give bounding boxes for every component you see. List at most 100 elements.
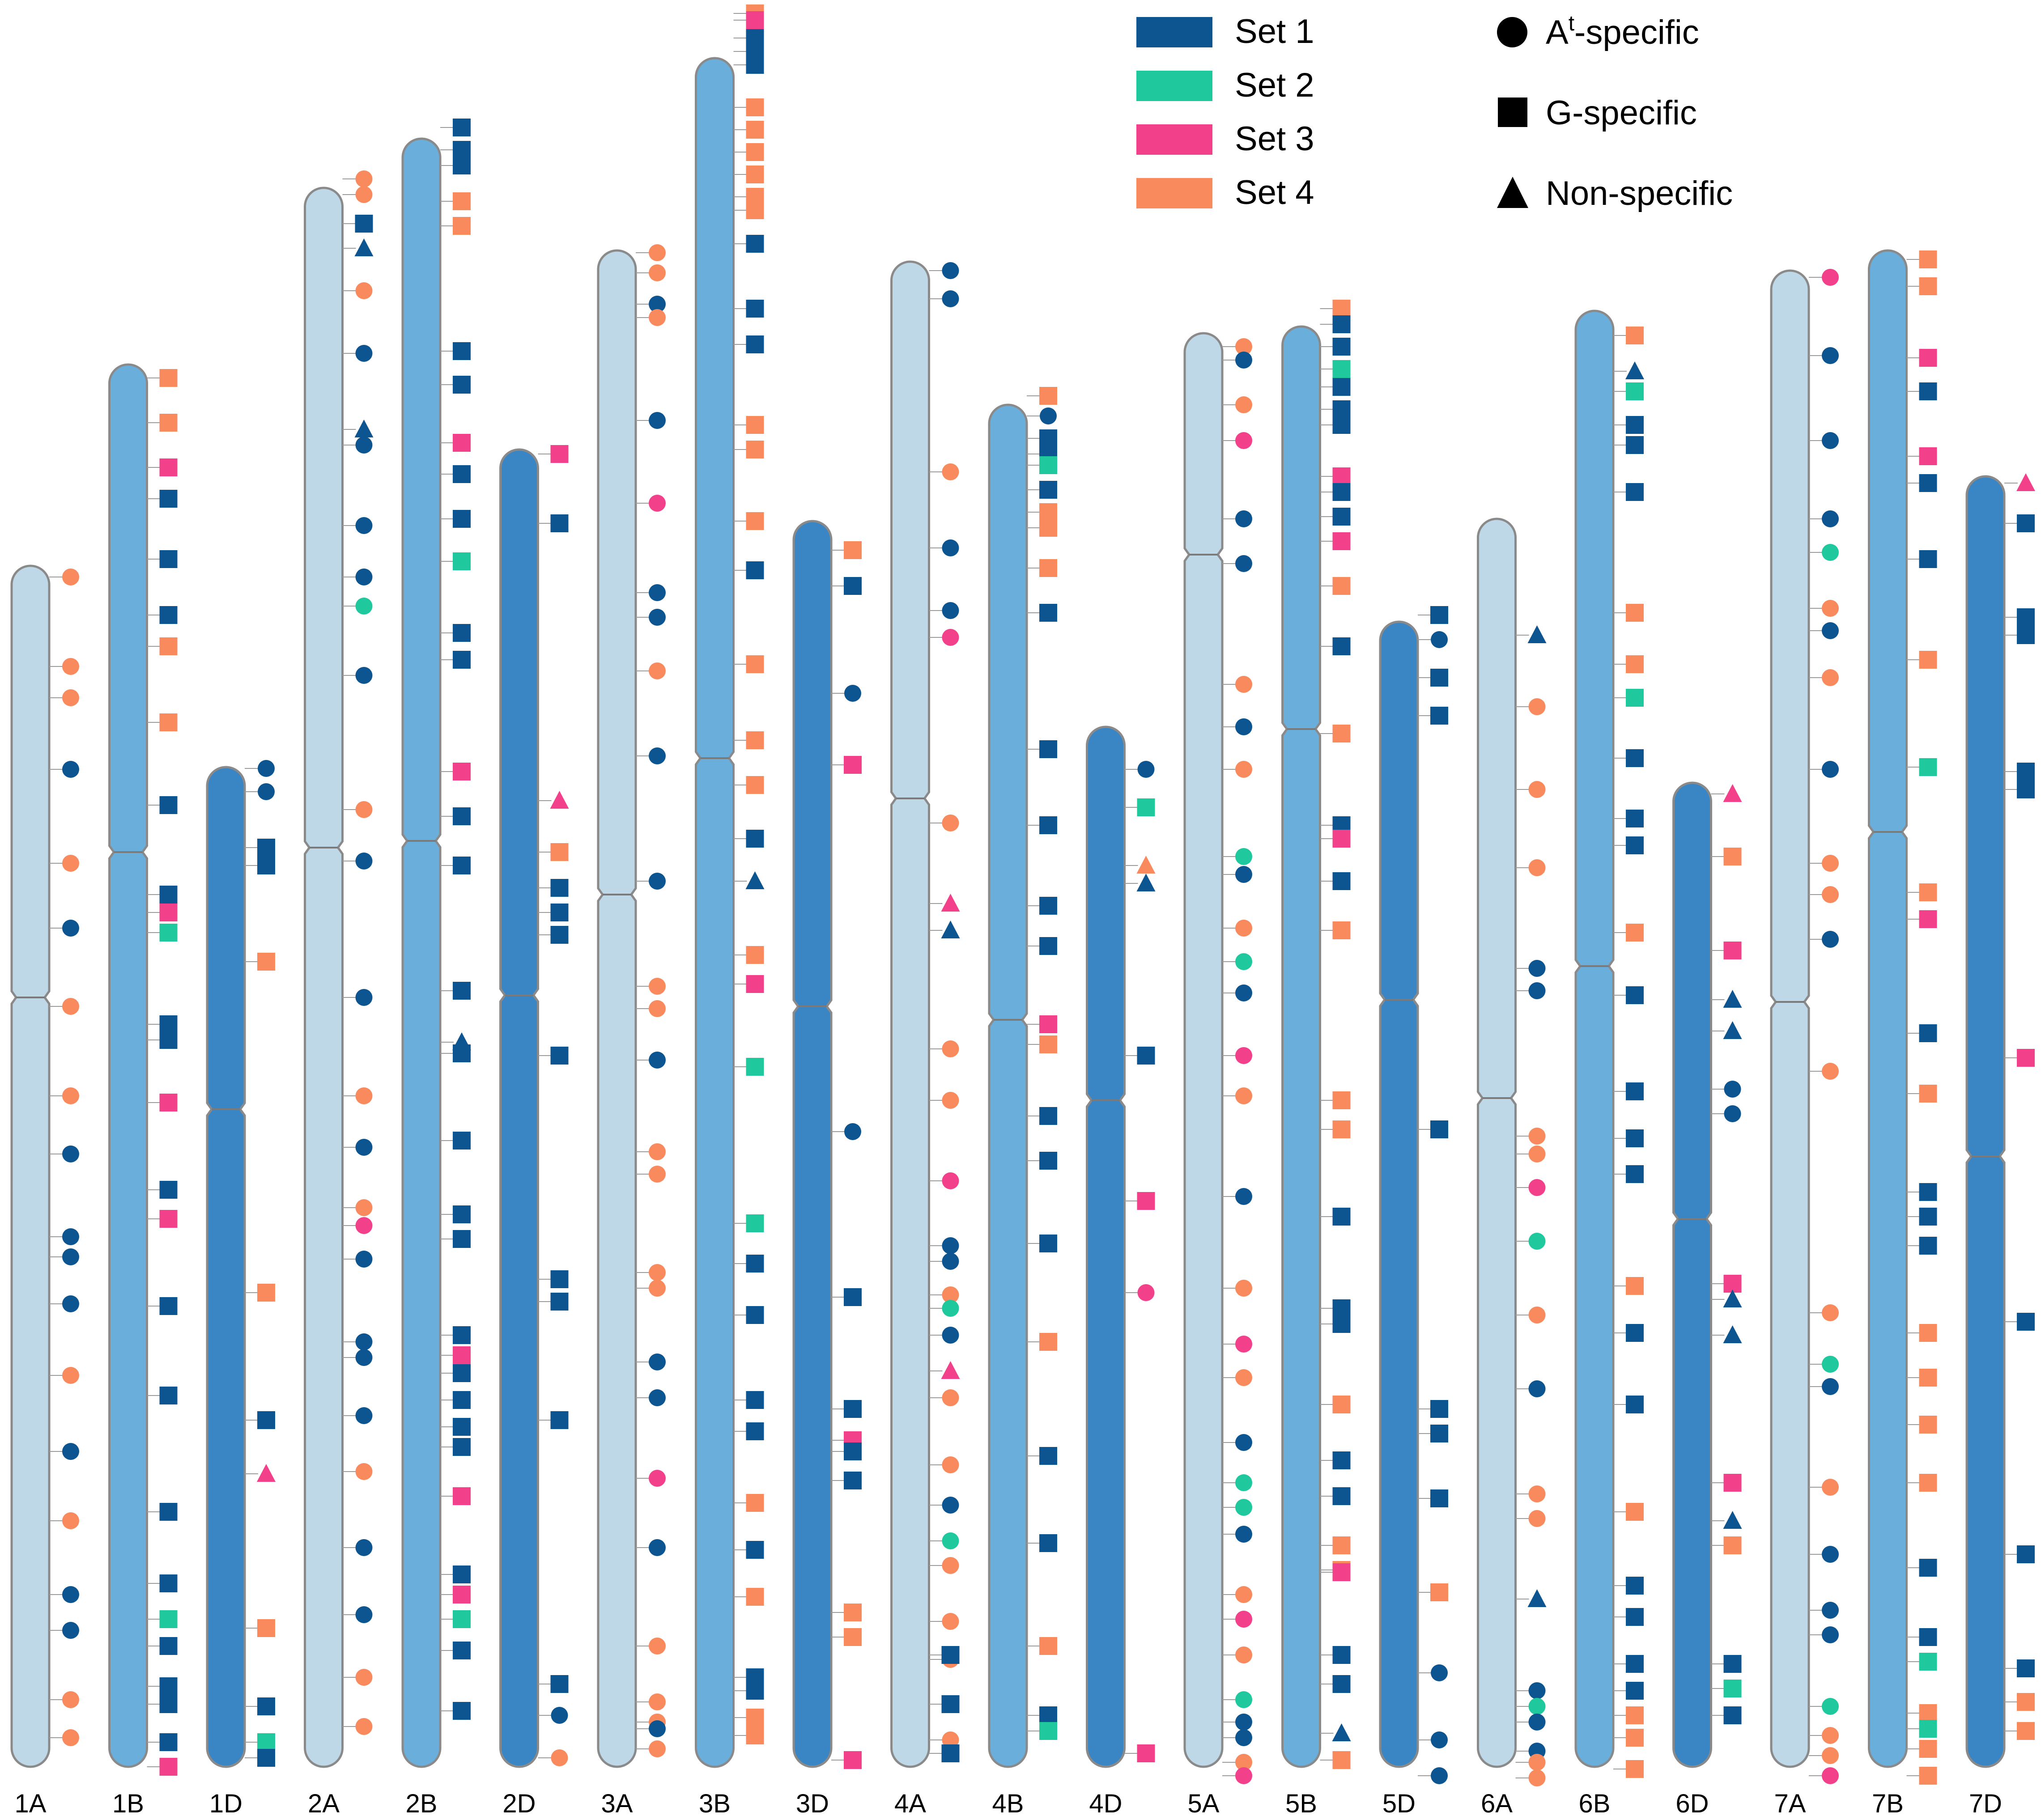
marker-square	[1626, 1706, 1644, 1724]
marker-circle	[1235, 1767, 1252, 1784]
marker-circle	[1528, 1128, 1546, 1145]
marker-square	[1332, 300, 1351, 318]
marker-circle	[62, 1228, 79, 1245]
marker-square	[159, 1677, 178, 1695]
marker-square	[1332, 315, 1351, 333]
marker-circle	[942, 1389, 959, 1406]
chromosome-body-3D	[792, 520, 833, 1768]
marker-square	[453, 1364, 471, 1382]
marker-circle	[1822, 269, 1839, 286]
marker-circle	[942, 1532, 959, 1549]
chromosome-body-1A	[10, 564, 51, 1768]
marker-circle	[1528, 960, 1546, 977]
marker-triangle	[745, 871, 765, 889]
marker-square	[453, 651, 471, 669]
marker-square	[1919, 1183, 1937, 1201]
marker-square	[2017, 1049, 2035, 1067]
marker-square	[1626, 1655, 1644, 1673]
marker-circle	[62, 1586, 79, 1603]
marker-circle	[649, 1264, 666, 1281]
marker-square	[1332, 921, 1351, 939]
marker-square	[1919, 1740, 1937, 1758]
marker-square	[746, 946, 764, 964]
marker-circle	[355, 1333, 373, 1350]
chromosome-label-5D: 5D	[1382, 1789, 1416, 1818]
marker-circle	[355, 1669, 373, 1686]
marker-square	[1626, 924, 1644, 942]
marker-circle	[1235, 555, 1252, 572]
marker-circle	[355, 1539, 373, 1556]
legend-swatch-set2	[1136, 71, 1212, 101]
marker-square	[746, 335, 764, 353]
marker-square	[1626, 382, 1644, 400]
chromosome-3D	[792, 520, 833, 1768]
marker-circle	[942, 1253, 959, 1270]
marker-triangle	[354, 420, 374, 437]
legend-label-triangle: Non-specific	[1546, 174, 1733, 212]
marker-circle	[1528, 1307, 1546, 1324]
chromosome-label-1A: 1A	[15, 1789, 47, 1818]
marker-circle	[1235, 953, 1252, 970]
marker-circle	[1235, 352, 1252, 369]
markers-3B	[733, 4, 765, 1744]
marker-square	[1039, 387, 1057, 405]
marker-circle	[1528, 1510, 1546, 1527]
marker-square	[1430, 1400, 1448, 1418]
marker-circle	[1822, 622, 1839, 639]
marker-circle	[844, 685, 861, 702]
marker-circle	[62, 1367, 79, 1384]
marker-triangle	[1136, 856, 1156, 874]
marker-square	[159, 1297, 178, 1315]
marker-square	[746, 1214, 764, 1232]
chromosome-label-2A: 2A	[308, 1789, 340, 1818]
marker-circle	[942, 1172, 959, 1189]
marker-square	[746, 731, 764, 749]
markers-1B	[147, 369, 178, 1776]
marker-square	[453, 376, 471, 394]
marker-square	[550, 1047, 569, 1065]
marker-circle	[1822, 1479, 1839, 1496]
marker-square	[1039, 816, 1057, 834]
marker-circle	[649, 264, 666, 281]
marker-square	[257, 953, 275, 971]
marker-square	[1039, 1107, 1057, 1125]
marker-circle	[355, 1718, 373, 1735]
marker-square	[746, 1709, 764, 1727]
marker-square	[453, 763, 471, 781]
marker-square	[1332, 1487, 1351, 1505]
marker-circle	[1528, 1769, 1546, 1786]
marker-square	[1723, 1680, 1742, 1697]
marker-square	[1332, 1208, 1351, 1226]
marker-square	[844, 541, 862, 559]
marker-square	[1626, 1129, 1644, 1147]
marker-square	[159, 1758, 178, 1776]
marker-square	[1626, 986, 1644, 1004]
marker-square	[550, 879, 569, 897]
marker-circle	[942, 262, 959, 279]
marker-square	[1919, 1324, 1937, 1342]
marker-circle	[942, 1456, 959, 1473]
marker-square	[159, 1610, 178, 1628]
marker-square	[1332, 1299, 1351, 1317]
chromosome-label-6B: 6B	[1579, 1789, 1611, 1818]
marker-square	[1626, 1729, 1644, 1747]
marker-triangle	[1527, 1589, 1547, 1607]
marker-square	[1919, 651, 1937, 669]
marker-square	[2017, 514, 2035, 532]
marker-circle	[844, 1123, 861, 1140]
marker-square	[1919, 1628, 1937, 1646]
marker-square	[453, 510, 471, 528]
chromosome-label-3A: 3A	[601, 1789, 633, 1818]
marker-circle	[1235, 1434, 1252, 1451]
marker-square	[1430, 1120, 1448, 1138]
marker-square	[746, 561, 764, 579]
marker-square	[746, 143, 764, 161]
chromosome-5B	[1281, 325, 1321, 1768]
marker-square	[1332, 872, 1351, 890]
marker-circle	[649, 1638, 666, 1655]
marker-circle	[1822, 1063, 1839, 1080]
marker-circle	[649, 1740, 666, 1757]
marker-circle	[1822, 1767, 1839, 1784]
marker-square	[453, 1230, 471, 1248]
chromosome-1A	[10, 564, 51, 1768]
